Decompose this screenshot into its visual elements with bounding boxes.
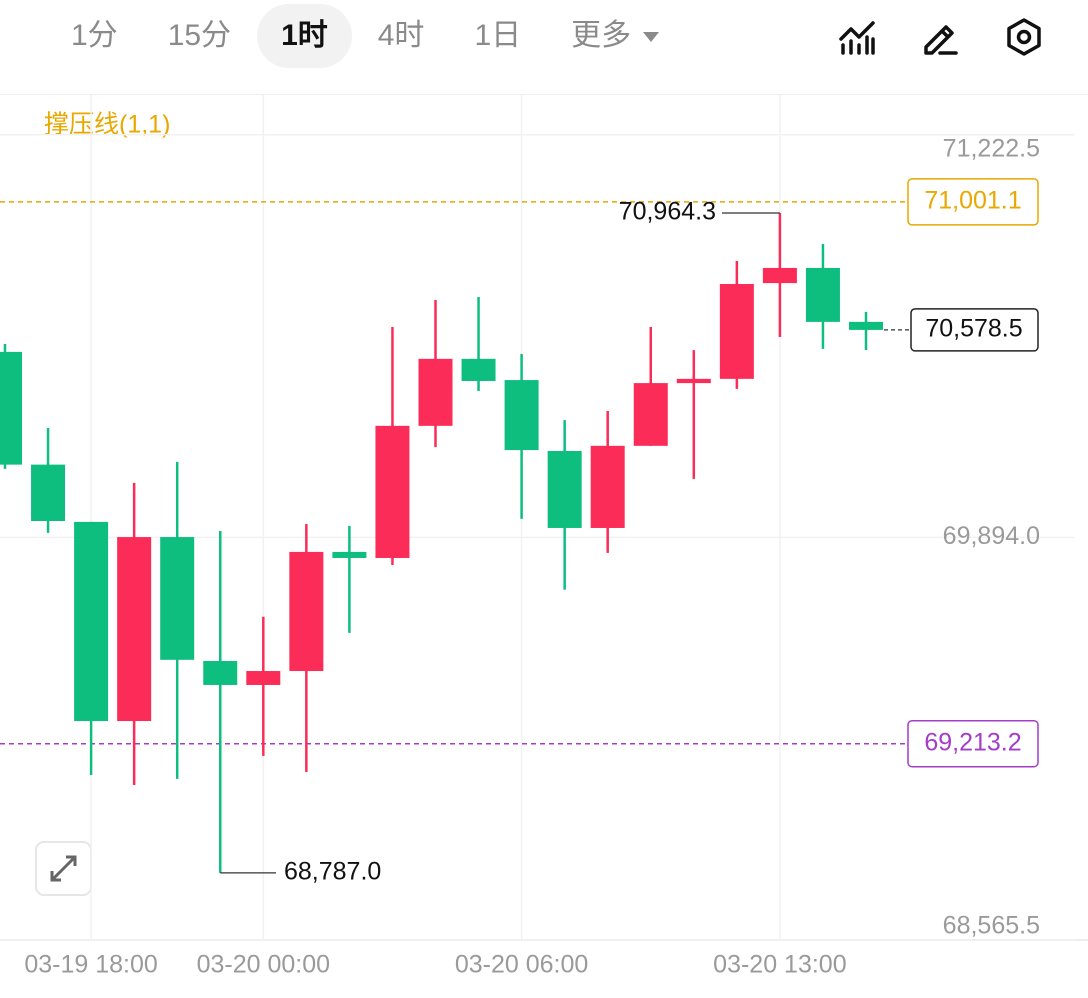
candle-body — [719, 283, 754, 379]
candle-body — [504, 380, 539, 451]
interval-tab[interactable]: 1分 — [47, 4, 142, 68]
tab-label[interactable]: 更多 — [571, 19, 632, 52]
expand-button[interactable] — [35, 841, 92, 896]
tab-label[interactable]: 1分 — [71, 19, 118, 52]
candle-body — [332, 551, 367, 558]
candle-body — [633, 383, 668, 446]
x-tick-label: 03-19 18:00 — [24, 951, 157, 979]
low-label: 68,787.0 — [284, 857, 381, 885]
candle-body — [117, 537, 152, 722]
settings-icon[interactable] — [1004, 17, 1044, 57]
candle-body — [461, 358, 496, 381]
indicator-label: 撑压线(1,1) — [44, 111, 170, 139]
interval-tab[interactable]: 1日 — [450, 4, 545, 68]
y-tick-label: 68,565.5 — [943, 912, 1040, 940]
expand-icon[interactable] — [50, 855, 77, 882]
candle-body — [31, 464, 66, 522]
level-box — [907, 719, 1039, 768]
candle-body — [590, 445, 625, 528]
x-tick-label: 03-20 06:00 — [455, 951, 588, 979]
level-label: 69,213.2 — [924, 728, 1021, 756]
candle-body — [289, 551, 324, 672]
y-tick-label: 71,222.5 — [943, 135, 1040, 163]
interval-tab[interactable]: 4时 — [354, 4, 449, 68]
candle-body — [160, 537, 195, 660]
high-label: 70,964.3 — [619, 198, 716, 226]
x-tick-label: 03-20 13:00 — [713, 951, 846, 979]
tab-label[interactable]: 4时 — [377, 19, 425, 52]
candle-body — [246, 671, 281, 685]
candle-body — [0, 351, 22, 465]
candle-body — [849, 321, 883, 330]
toolbar: 1分 15分 1时 4时 1日 更多 — [0, 0, 1088, 95]
tab-label[interactable]: 15分 — [167, 19, 232, 52]
interval-tab[interactable]: 1时 — [257, 4, 352, 68]
y-tick-label: 69,894.0 — [943, 522, 1040, 550]
candle-body — [676, 378, 711, 384]
tab-label[interactable]: 1日 — [474, 19, 522, 52]
last-price-label: 70,578.5 — [925, 315, 1022, 343]
x-tick-label: 03-20 00:00 — [197, 951, 330, 979]
last-price-box — [910, 308, 1039, 352]
level-box — [907, 178, 1039, 226]
interval-tabs: 1分 15分 1时 4时 1日 更多 — [47, 4, 683, 68]
interval-tab[interactable]: 更多 — [547, 4, 683, 68]
candle-body — [762, 267, 797, 284]
candle-body — [375, 425, 410, 558]
draw-icon[interactable] — [920, 17, 960, 57]
interval-tab[interactable]: 15分 — [144, 4, 255, 68]
candle-body — [418, 358, 453, 426]
candle-body — [547, 450, 582, 528]
candle-body — [74, 521, 109, 722]
tab-label[interactable]: 1时 — [281, 19, 328, 52]
candle-body — [203, 661, 238, 685]
candle-body — [805, 267, 840, 322]
indicator-icon[interactable] — [837, 17, 877, 57]
dropdown-caret[interactable] — [643, 32, 660, 43]
level-label: 71,001.1 — [924, 186, 1021, 214]
